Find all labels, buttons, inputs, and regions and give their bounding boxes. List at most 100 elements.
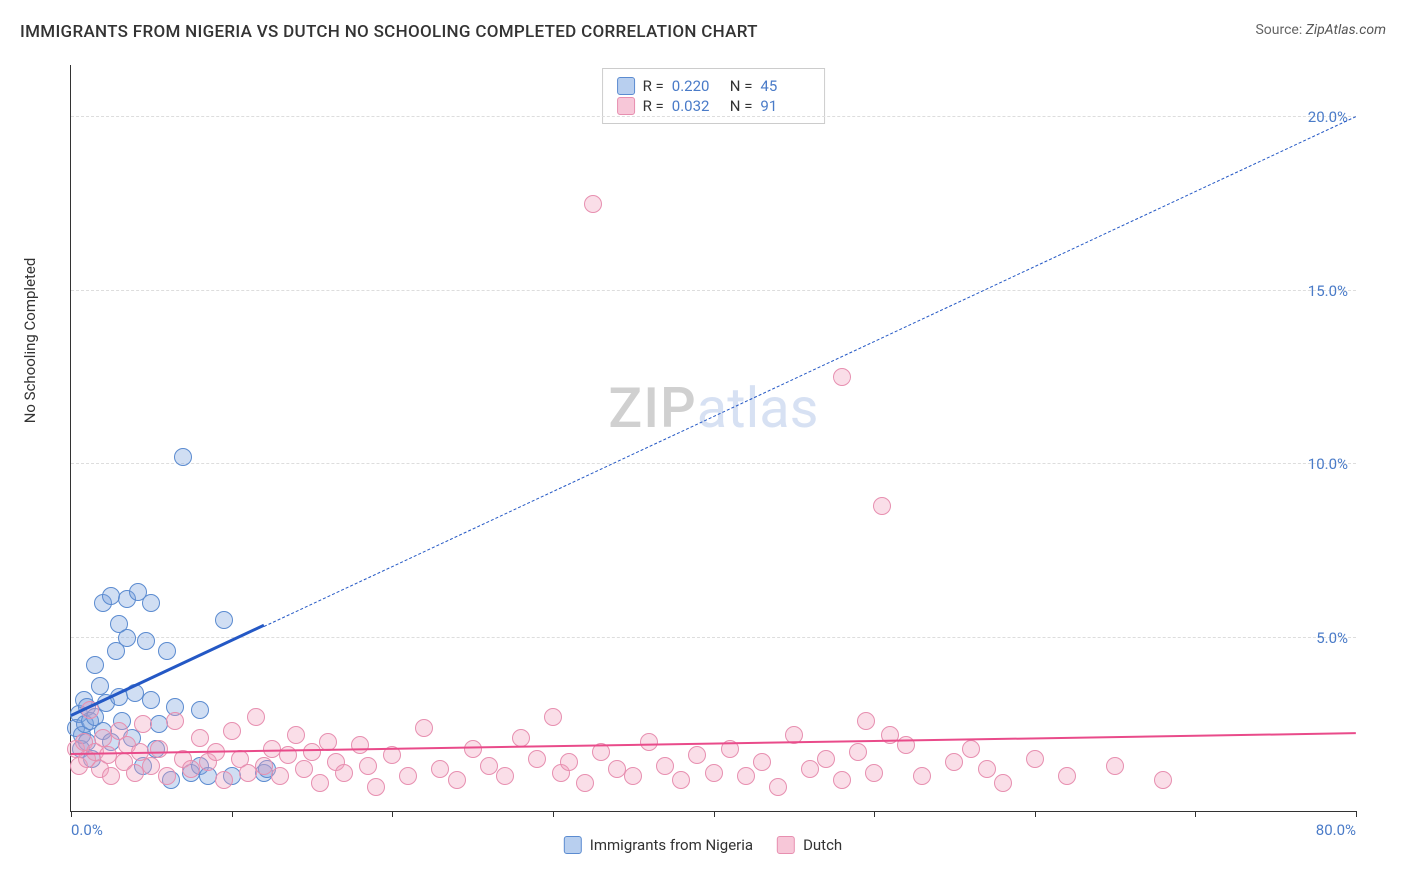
x-tick (874, 811, 875, 817)
data-point-dutch (978, 760, 996, 778)
x-tick (71, 811, 72, 817)
data-point-dutch (295, 760, 313, 778)
data-point-dutch (544, 708, 562, 726)
data-point-nigeria (102, 587, 120, 605)
data-point-dutch (769, 778, 787, 796)
data-point-dutch (287, 726, 305, 744)
data-point-dutch (1106, 757, 1124, 775)
r-value-dutch: 0.032 (672, 97, 722, 115)
x-tick (553, 811, 554, 817)
data-point-dutch (672, 771, 690, 789)
data-point-dutch (271, 767, 289, 785)
n-label: N = (730, 77, 753, 95)
data-point-nigeria (86, 656, 104, 674)
data-point-dutch (656, 757, 674, 775)
legend-swatch-dutch (777, 836, 795, 854)
swatch-dutch (617, 97, 635, 115)
data-point-dutch (142, 757, 160, 775)
data-point-dutch (351, 736, 369, 754)
watermark-zip: ZIP (608, 375, 696, 441)
data-point-dutch (166, 712, 184, 730)
y-gridline (71, 116, 1356, 117)
n-label: N = (730, 97, 753, 115)
data-point-dutch (311, 774, 329, 792)
data-point-dutch (480, 757, 498, 775)
data-point-nigeria (191, 701, 209, 719)
data-point-dutch (705, 764, 723, 782)
data-point-dutch (994, 774, 1012, 792)
plot-area: ZIPatlas R =0.220N =45R = 0.032 N = 91 5.0%… (70, 65, 1356, 812)
data-point-dutch (255, 757, 273, 775)
data-point-dutch (865, 764, 883, 782)
source-prefix: Source: (1255, 22, 1305, 38)
data-point-dutch (753, 753, 771, 771)
data-point-dutch (584, 195, 602, 213)
data-point-dutch (359, 757, 377, 775)
n-value-dutch: 91 (760, 97, 810, 115)
data-point-dutch (688, 746, 706, 764)
data-point-dutch (223, 722, 241, 740)
data-point-nigeria (174, 448, 192, 466)
y-tick-label: 10.0% (1308, 455, 1348, 473)
data-point-dutch (247, 708, 265, 726)
chart-title: IMMIGRANTS FROM NIGERIA VS DUTCH NO SCHO… (20, 22, 758, 42)
data-point-dutch (576, 774, 594, 792)
legend-label-dutch: Dutch (803, 836, 842, 854)
data-point-dutch (448, 771, 466, 789)
source-name: ZipAtlas.com (1306, 22, 1386, 38)
data-point-dutch (801, 760, 819, 778)
swatch-nigeria (617, 77, 635, 95)
data-point-dutch (158, 767, 176, 785)
data-point-nigeria (158, 642, 176, 660)
chart-container: No Schooling Completed ZIPatlas R =0.220… (20, 55, 1386, 872)
data-point-nigeria (215, 611, 233, 629)
data-point-dutch (496, 767, 514, 785)
data-point-dutch (560, 753, 578, 771)
data-point-dutch (415, 719, 433, 737)
data-point-nigeria (142, 691, 160, 709)
data-point-dutch (512, 729, 530, 747)
data-point-dutch (833, 771, 851, 789)
stats-row-nigeria: R =0.220N =45 (617, 77, 811, 95)
r-label: R = (643, 77, 664, 95)
legend-item-dutch: Dutch (777, 836, 842, 854)
data-point-dutch (624, 767, 642, 785)
x-tick (392, 811, 393, 817)
legend-label-nigeria: Immigrants from Nigeria (590, 836, 753, 854)
legend-swatch-nigeria (564, 836, 582, 854)
y-gridline (71, 290, 1356, 291)
data-point-dutch (150, 740, 168, 758)
data-point-dutch (134, 715, 152, 733)
data-point-dutch (913, 767, 931, 785)
data-point-dutch (335, 764, 353, 782)
data-point-dutch (737, 767, 755, 785)
data-point-dutch (102, 767, 120, 785)
data-point-dutch (873, 497, 891, 515)
y-axis-label: No Schooling Completed (21, 257, 39, 423)
data-point-nigeria (91, 677, 109, 695)
data-point-dutch (1026, 750, 1044, 768)
watermark-atlas: atlas (697, 375, 819, 441)
x-tick (232, 811, 233, 817)
data-point-dutch (962, 740, 980, 758)
data-point-dutch (849, 743, 867, 761)
trend-line (264, 116, 1357, 627)
data-point-dutch (1058, 767, 1076, 785)
y-tick-label: 5.0% (1316, 629, 1348, 647)
data-point-dutch (303, 743, 321, 761)
data-point-dutch (857, 712, 875, 730)
legend-item-nigeria: Immigrants from Nigeria (564, 836, 753, 854)
data-point-nigeria (137, 632, 155, 650)
data-point-dutch (817, 750, 835, 768)
x-tick (714, 811, 715, 817)
data-point-nigeria (142, 594, 160, 612)
x-tick (1035, 811, 1036, 817)
source-attribution: Source: ZipAtlas.com (1255, 22, 1386, 38)
watermark: ZIPatlas (608, 375, 818, 441)
data-point-dutch (640, 733, 658, 751)
data-point-dutch (945, 753, 963, 771)
data-point-dutch (191, 729, 209, 747)
x-tick (1356, 811, 1357, 817)
legend: Immigrants from Nigeria Dutch (564, 836, 842, 854)
y-gridline (71, 637, 1356, 638)
